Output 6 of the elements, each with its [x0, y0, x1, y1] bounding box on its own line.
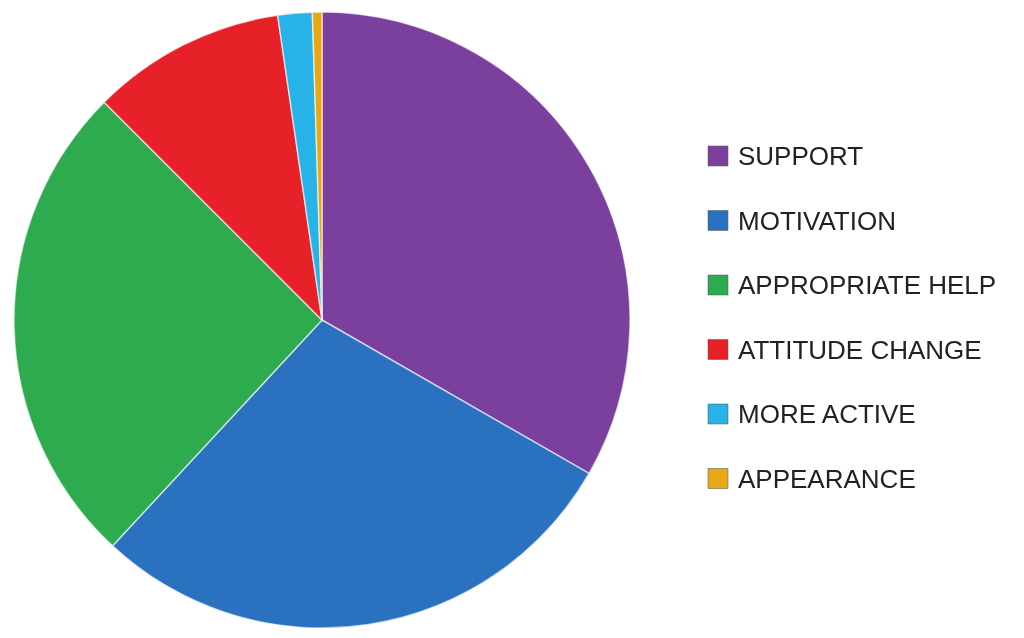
legend-label: ATTITUDE CHANGE — [738, 334, 982, 365]
legend-label: APPEARANCE — [738, 463, 916, 494]
legend-label: SUPPORT — [738, 141, 864, 171]
legend-label: MORE ACTIVE — [738, 399, 916, 429]
legend-label: APPROPRIATE HELP — [738, 270, 997, 300]
legend-label: MOTIVATION — [738, 205, 896, 236]
